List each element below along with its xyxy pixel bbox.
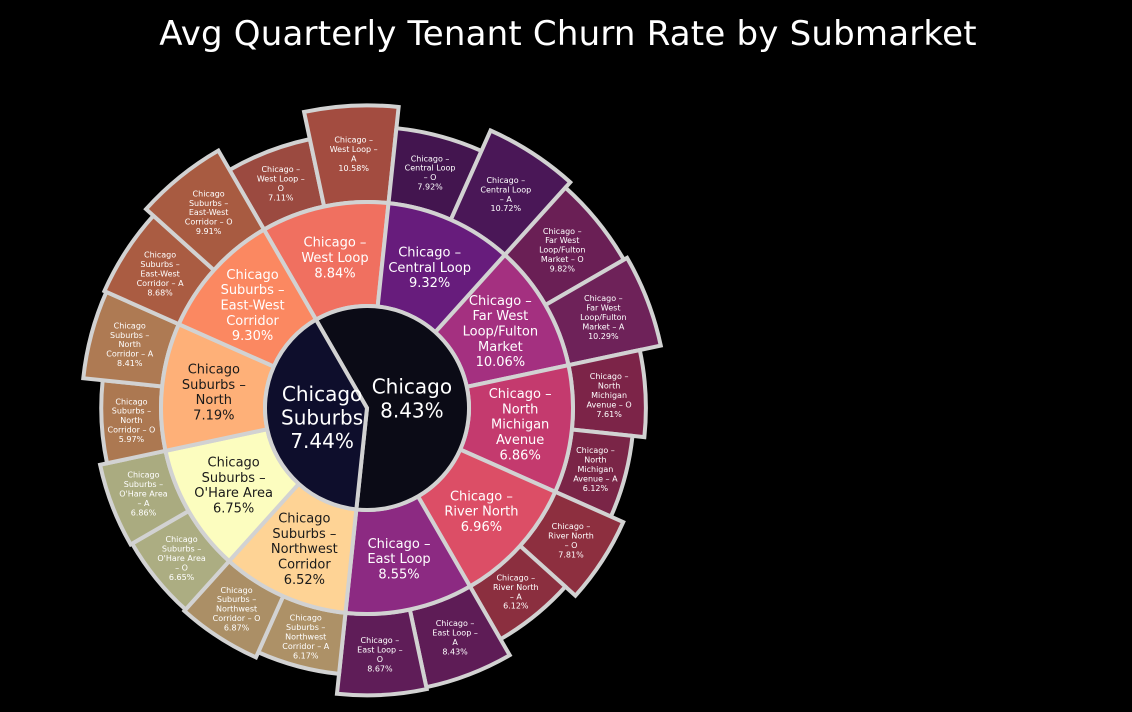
class-label-central-loop-a: Chicago – Central Loop – A 10.72% <box>480 176 531 213</box>
submarket-label-north: Chicago Suburbs – North 7.19% <box>182 362 246 423</box>
submarket-label-river-north: Chicago – River North 6.96% <box>444 489 518 535</box>
submarket-label-east-loop: Chicago – East Loop 8.55% <box>367 537 430 583</box>
submarket-layer: Chicago – West Loop 8.84% Chicago – Central … <box>159 200 575 616</box>
submarket-label-ohare-area: Chicago Suburbs – O'Hare Area 6.75% <box>194 456 273 517</box>
class-label-ohare-area-a: Chicago Suburbs – O'Hare Area – A 6.86% <box>119 471 168 518</box>
class-label-central-loop-o: Chicago – Central Loop – O 7.92% <box>405 154 456 191</box>
class-label-north-michigan-a: Chicago – North Michigan Avenue – A 6.12% <box>573 446 618 493</box>
class-layer: Chicago – West Loop – O 7.11%Chicago – West … <box>81 103 664 698</box>
class-label-river-north-a: Chicago – River North – A 6.12% <box>493 573 539 610</box>
class-label-west-loop-o: Chicago – West Loop – O 7.11% <box>257 165 305 202</box>
class-label-east-loop-a: Chicago – East Loop – A 8.43% <box>432 619 478 656</box>
class-label-east-loop-o: Chicago – East Loop – O 8.67% <box>357 636 403 673</box>
submarket-label-west-loop: Chicago – West Loop 8.84% <box>301 236 368 282</box>
submarket-label-far-west-loop: Chicago – Far West Loop/Fulton Market 10.06% <box>463 294 538 370</box>
class-label-northwest-corridor-o: Chicago Suburbs – Northwest Corridor – O 6.8… <box>213 586 261 633</box>
submarket-label-north-michigan: Chicago – North Michigan Avenue 6.86% <box>489 387 552 463</box>
class-label-far-west-loop-a: Chicago – Far West Loop/Fulton Market – A 10… <box>580 294 626 341</box>
root-layer: Chicago 8.43%Chicago Suburbs 7.44% <box>263 304 471 512</box>
class-label-east-west-corridor-o: Chicago Suburbs – East-West Corridor – O 9.9… <box>185 189 233 236</box>
root-segment-chicago-suburbs[interactable] <box>263 316 370 512</box>
class-label-north-a: Chicago Suburbs – North Corridor – A 8.41% <box>106 321 153 368</box>
submarket-label-northwest-corridor: Chicago Suburbs – Northwest Corridor 6.52% <box>271 512 338 588</box>
class-label-north-o: Chicago Suburbs – North Corridor – O 5.97% <box>108 397 156 444</box>
class-label-west-loop-a: Chicago – West Loop – A 10.58% <box>330 136 378 173</box>
submarket-label-east-west-corridor: Chicago Suburbs – East-West Corridor 9.30% <box>220 268 284 344</box>
class-label-ohare-area-o: Chicago Suburbs – O'Hare Area – O 6.65% <box>157 535 206 582</box>
class-label-north-michigan-o: Chicago – North Michigan Avenue – O 7.61% <box>587 372 632 419</box>
class-label-northwest-corridor-a: Chicago Suburbs – Northwest Corridor – A 6.1… <box>282 614 329 661</box>
root-segment-chicago[interactable] <box>313 304 471 512</box>
class-label-east-west-corridor-a: Chicago Suburbs – East-West Corridor – A 8.6… <box>137 251 184 298</box>
submarket-label-central-loop: Chicago – Central Loop 9.32% <box>388 246 471 292</box>
class-label-far-west-loop-o: Chicago – Far West Loop/Fulton Market – O 9.… <box>539 227 585 274</box>
chart-title: Avg Quarterly Tenant Churn Rate by Subma… <box>159 14 977 54</box>
root-label-chicago-suburbs: Chicago Suburbs 7.44% <box>281 382 363 453</box>
class-label-river-north-o: Chicago – River North – O 7.81% <box>548 522 594 559</box>
root-label-chicago: Chicago 8.43% <box>372 375 452 423</box>
